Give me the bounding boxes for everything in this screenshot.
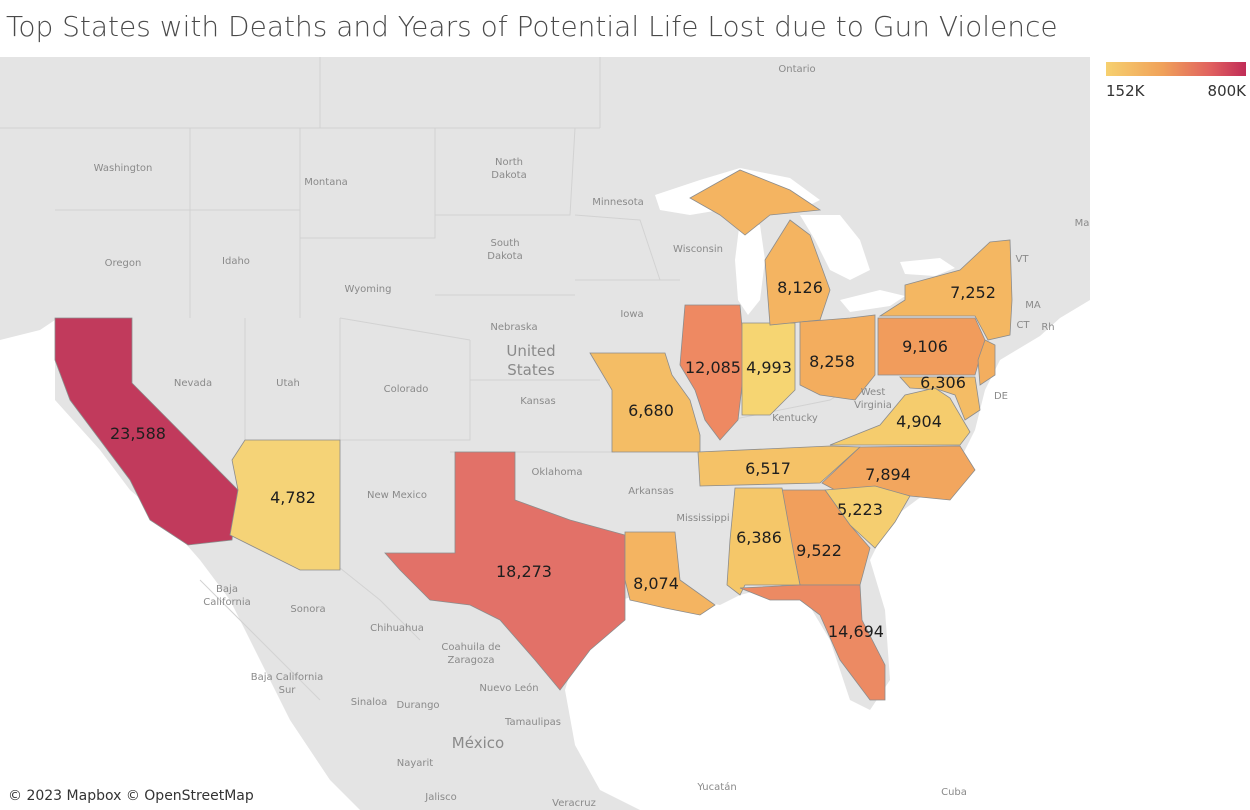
label-nebraska: Nebraska <box>490 322 537 333</box>
state-arizona[interactable] <box>229 439 341 571</box>
state-california[interactable] <box>54 317 239 546</box>
state-new-york[interactable] <box>878 239 1013 341</box>
label-montana: Montana <box>304 177 348 188</box>
label-south-dakota-2: Dakota <box>487 251 522 262</box>
label-de: DE <box>994 391 1008 402</box>
map-canvas[interactable]: Ontario Washington Montana North Dakota … <box>0 57 1090 810</box>
label-chihuahua: Chihuahua <box>370 623 424 634</box>
state-louisiana[interactable] <box>624 531 716 616</box>
label-nevada: Nevada <box>174 378 212 389</box>
label-utah: Utah <box>276 378 300 389</box>
label-washington: Washington <box>94 163 153 174</box>
label-north-dakota-1: North <box>495 157 523 168</box>
legend-max-label: 800K <box>1207 82 1246 100</box>
value-illinois: 12,085 <box>685 358 741 377</box>
label-kentucky: Kentucky <box>772 413 818 424</box>
state-maryland[interactable] <box>899 376 981 421</box>
state-shapes <box>54 169 1013 701</box>
map-attribution[interactable]: © 2023 Mapbox © OpenStreetMap <box>8 788 254 804</box>
label-sonora: Sonora <box>290 604 325 615</box>
label-iowa: Iowa <box>620 309 643 320</box>
value-louisiana: 8,074 <box>633 574 679 593</box>
atlantic-gulf-water <box>565 300 1090 810</box>
value-south-carolina: 5,223 <box>837 500 883 519</box>
label-baja-california-1: Baja <box>216 584 238 595</box>
label-mississippi: Mississippi <box>676 513 729 524</box>
value-virginia: 4,904 <box>896 412 942 431</box>
value-new-york: 7,252 <box>950 283 996 302</box>
value-indiana: 4,993 <box>746 358 792 377</box>
label-arkansas: Arkansas <box>628 486 674 497</box>
chart-title: Top States with Deaths and Years of Pote… <box>6 10 1058 43</box>
value-california: 23,588 <box>110 424 166 443</box>
label-united-states-2: States <box>507 361 555 379</box>
state-tennessee[interactable] <box>697 445 862 487</box>
label-oklahoma: Oklahoma <box>532 467 583 478</box>
label-colorado: Colorado <box>384 384 429 395</box>
label-west-virginia-2: Virginia <box>854 400 892 411</box>
value-tennessee: 6,517 <box>745 459 791 478</box>
label-wisconsin: Wisconsin <box>673 244 723 255</box>
basemap-borders <box>0 57 871 701</box>
label-cuba: Cuba <box>941 787 967 798</box>
label-sinaloa: Sinaloa <box>351 697 388 708</box>
label-oregon: Oregon <box>105 258 142 269</box>
state-michigan[interactable] <box>689 169 831 326</box>
value-ohio: 8,258 <box>809 352 855 371</box>
value-michigan: 8,126 <box>777 278 823 297</box>
value-maryland: 6,306 <box>920 373 966 392</box>
label-yucatan: Yucatán <box>696 781 736 793</box>
value-pennsylvania: 9,106 <box>902 337 948 356</box>
state-alabama[interactable] <box>726 487 801 596</box>
state-florida[interactable] <box>739 584 886 701</box>
label-rh: Rh <box>1041 322 1054 333</box>
country-labels: United States México <box>452 342 556 752</box>
value-arizona: 4,782 <box>270 488 316 507</box>
label-ma: MA <box>1025 300 1041 311</box>
value-georgia: 9,522 <box>796 541 842 560</box>
label-idaho: Idaho <box>222 256 250 267</box>
label-wyoming: Wyoming <box>345 284 392 295</box>
label-nayarit: Nayarit <box>397 758 434 769</box>
label-vt: VT <box>1016 254 1030 265</box>
legend-min-label: 152K <box>1106 82 1145 100</box>
label-ontario: Ontario <box>778 64 815 75</box>
value-florida: 14,694 <box>828 622 884 641</box>
label-minnesota: Minnesota <box>592 197 644 208</box>
label-coahuila-1: Coahuila de <box>441 642 500 653</box>
label-ct: CT <box>1016 320 1030 331</box>
color-legend: 152K 800K <box>1106 62 1246 100</box>
label-west-virginia-1: West <box>861 387 886 398</box>
label-kansas: Kansas <box>520 396 555 407</box>
label-tamaulipas: Tamaulipas <box>504 717 561 728</box>
label-baja-california-2: California <box>203 597 251 608</box>
basemap-labels: Ontario Washington Montana North Dakota … <box>94 64 1090 809</box>
state-new-jersey[interactable] <box>977 339 996 386</box>
label-united-states-1: United <box>506 342 555 360</box>
label-nuevo-leon: Nuevo León <box>479 682 538 694</box>
map-svg[interactable]: Ontario Washington Montana North Dakota … <box>0 57 1090 810</box>
value-texas: 18,273 <box>496 562 552 581</box>
legend-gradient <box>1106 62 1246 76</box>
value-north-carolina: 7,894 <box>865 465 911 484</box>
pacific-water <box>0 320 360 810</box>
value-missouri: 6,680 <box>628 401 674 420</box>
value-labels: 23,588 18,273 14,694 12,085 9,522 9,106 … <box>110 278 996 641</box>
label-jalisco: Jalisco <box>424 792 456 803</box>
label-baja-california-sur-2: Sur <box>279 685 297 696</box>
state-texas[interactable] <box>384 451 626 691</box>
state-missouri[interactable] <box>589 352 701 453</box>
value-alabama: 6,386 <box>736 528 782 547</box>
label-veracruz: Veracruz <box>552 798 596 809</box>
state-ohio[interactable] <box>799 314 876 401</box>
label-south-dakota-1: South <box>490 238 519 249</box>
state-virginia[interactable] <box>829 387 971 446</box>
label-coahuila-2: Zaragoza <box>447 655 494 666</box>
label-mexico: México <box>452 734 504 752</box>
label-durango: Durango <box>396 700 439 711</box>
label-baja-california-sur-1: Baja California <box>251 672 324 683</box>
label-new-mexico: New Mexico <box>367 490 427 501</box>
label-north-dakota-2: Dakota <box>491 170 526 181</box>
label-ma-edge: Ma <box>1075 218 1090 229</box>
